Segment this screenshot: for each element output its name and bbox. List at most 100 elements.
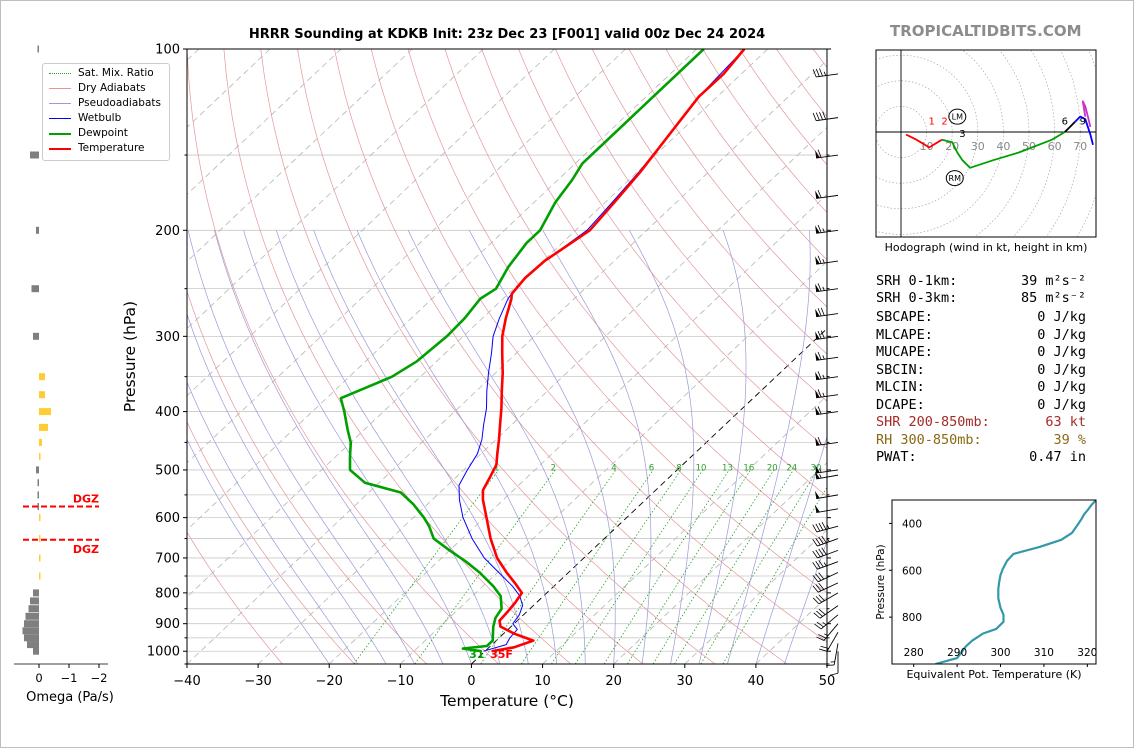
wind-barb-flag (815, 352, 820, 361)
omega-bar (37, 491, 39, 499)
theta-y-axis-label: Pressure (hPa) (875, 544, 887, 619)
wind-barb-full (822, 111, 827, 120)
hodograph-segment-line (905, 133, 943, 149)
stat-value: 0 J/kg (1037, 379, 1086, 395)
legend-item-temperature: Temperature (43, 141, 169, 156)
wind-barb-shaft (816, 525, 839, 533)
dry-adiabat-line (591, 49, 827, 355)
wind-barb (815, 224, 839, 234)
wind-barb (812, 582, 839, 593)
wind-barb (812, 111, 839, 122)
wind-barb-half (824, 633, 829, 636)
skewt-frame (186, 48, 828, 665)
wind-barb-shaft (818, 592, 839, 605)
theta-x-tick-label: 300 (990, 647, 1010, 659)
temperature-profile-line (481, 49, 746, 653)
y-tick-label: 300 (155, 330, 180, 345)
wind-barb-full (817, 149, 822, 158)
stat-value: 0 J/kg (1037, 326, 1086, 343)
wind-barb-full (815, 549, 821, 558)
wind-barbs (812, 68, 839, 676)
stat-row: MLCIN: 0 J/kg (876, 379, 1106, 396)
theta-x-tick-label: 290 (947, 647, 967, 659)
pseudoadiabat-line (698, 230, 747, 664)
omega-bar (37, 45, 39, 53)
wind-barb-flag (815, 256, 820, 265)
wind-barb-shaft (816, 394, 839, 399)
wind-barb-full (812, 112, 817, 121)
chart-title: HRRR Sounding at KDKB Init: 23z Dec 23 [… (248, 27, 766, 42)
hodograph-height-label: 2 (941, 116, 947, 127)
pseudoadiabat-line (243, 230, 472, 664)
wind-barb-full (818, 608, 826, 615)
wind-barb (813, 605, 839, 619)
wind-barb-shaft (816, 313, 839, 318)
x-tick-label: −40 (173, 674, 200, 689)
theta-plot-area (935, 500, 1096, 664)
mixing-ratio-label: 20 (767, 464, 778, 474)
wind-barb (815, 371, 839, 381)
wind-barb-full (819, 111, 823, 120)
wind-barb (829, 651, 839, 676)
stat-label: SRH 0-1km: (876, 273, 958, 289)
dry-adiabat-line (334, 49, 788, 664)
dry-adiabat-line (444, 49, 827, 545)
dewpoint-profile-line (339, 49, 705, 653)
wind-barb-full (818, 559, 824, 568)
omega-bar (33, 647, 39, 655)
wind-barb-full (818, 572, 825, 580)
wind-barb-flag (815, 389, 820, 398)
stat-value: 0 J/kg (1037, 344, 1086, 360)
stat-value: 0 J/kg (1037, 361, 1086, 378)
hodograph-caption: Hodograph (wind in kt, height in km) (884, 241, 1088, 254)
x-tick-label: 30 (677, 674, 694, 689)
wind-barb-full (816, 621, 824, 628)
wind-barb-full (818, 536, 824, 545)
wind-barb-half (819, 474, 822, 479)
stat-value: 63 kt (1045, 414, 1086, 430)
wind-barb-shaft (816, 154, 839, 159)
y-tick-label: 500 (155, 463, 180, 478)
stat-row: SRH 0-1km: 39 m²s⁻² (876, 273, 1106, 290)
omega-bar (33, 589, 39, 597)
site-brand: TROPICALTIDBITS.COM (890, 22, 1082, 40)
wind-barb-full (817, 189, 822, 198)
omega-tick-label: −2 (91, 671, 108, 685)
wind-barb-flag (814, 471, 820, 479)
wind-barb-full (818, 594, 825, 601)
surface-temperature-label: 35F (490, 648, 513, 661)
theta-x-axis-label: Equivalent Pot. Temperature (K) (906, 668, 1082, 681)
stat-value: 39 m²s⁻² (1020, 273, 1086, 289)
pseudoadiabat-line (187, 313, 387, 664)
wind-barb (815, 351, 839, 361)
dry-adiabat-line (187, 531, 283, 664)
legend-swatch (49, 148, 71, 150)
wind-barb-half (819, 468, 822, 473)
omega-bar (39, 438, 42, 446)
wind-barb-full (812, 69, 817, 78)
wind-barb (814, 471, 839, 480)
wind-barb-full (820, 330, 825, 339)
hodograph-height-label: 1 (929, 116, 935, 127)
chart-legend: Sat. Mix. Ratio Dry Adiabats Pseudoadiab… (42, 63, 170, 161)
stat-label: MLCIN: (876, 379, 925, 395)
wind-barb-flag (815, 150, 820, 159)
pseudoadiabat-line (468, 230, 616, 664)
wind-barb-shaft (817, 561, 839, 570)
hodograph-height-label: 9 (1080, 116, 1086, 127)
x-tick-label: −20 (316, 674, 343, 689)
x-tick-label: −30 (244, 674, 271, 689)
wind-barb-full (812, 524, 818, 533)
wind-barb-shaft (816, 260, 839, 265)
wind-barb-half (823, 71, 827, 76)
stat-label: SBCAPE: (876, 309, 933, 325)
hodograph-plot-area: 10 20 30 40 50 60 70 (876, 50, 1096, 237)
omega-bar (37, 479, 39, 487)
dry-adiabat-line (407, 49, 827, 594)
stat-row: MUCAPE: 0 J/kg (876, 344, 1106, 361)
wind-barb-full (813, 612, 821, 619)
wind-barb-full (817, 255, 822, 264)
wind-barb-flag (815, 465, 820, 474)
stat-row: SBCAPE: 0 J/kg (876, 309, 1106, 326)
omega-bar (39, 514, 41, 522)
